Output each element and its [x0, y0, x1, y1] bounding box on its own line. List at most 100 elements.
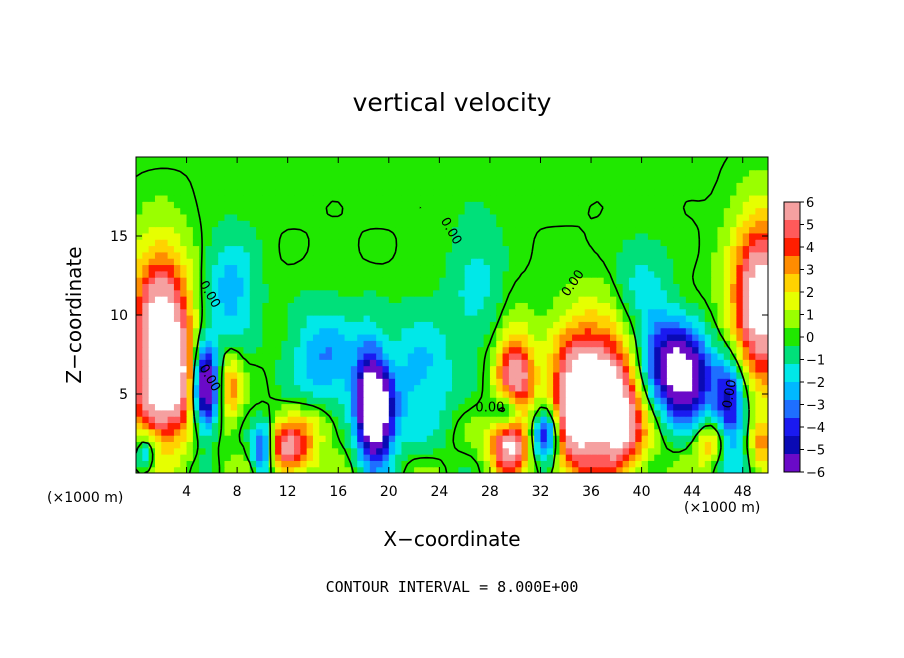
field-cell	[199, 371, 207, 379]
field-cell	[161, 447, 169, 455]
field-cell	[527, 460, 535, 468]
field-cell	[350, 182, 358, 190]
field-cell	[711, 327, 719, 335]
field-cell	[603, 390, 611, 398]
field-cell	[350, 409, 358, 417]
field-cell	[679, 321, 687, 329]
field-cell	[319, 403, 327, 411]
field-cell	[306, 308, 314, 316]
field-cell	[540, 194, 548, 202]
field-cell	[534, 409, 542, 417]
field-cell	[262, 454, 270, 461]
field-cell	[275, 277, 282, 284]
field-cell	[180, 226, 188, 234]
field-cell	[610, 302, 617, 310]
field-cell	[230, 194, 238, 202]
field-cell	[692, 327, 700, 335]
field-cell	[597, 359, 605, 367]
field-cell	[742, 308, 750, 316]
field-cell	[363, 365, 371, 373]
field-cell	[622, 194, 630, 202]
field-cell	[673, 422, 681, 430]
field-cell	[319, 466, 327, 473]
field-cell	[470, 352, 478, 360]
field-cell	[572, 428, 579, 436]
field-cell	[294, 175, 301, 183]
field-cell	[458, 441, 466, 449]
field-cell	[464, 245, 472, 253]
field-cell	[192, 371, 200, 379]
field-cell	[755, 340, 763, 348]
field-cell	[685, 258, 693, 266]
field-cell	[717, 416, 725, 424]
field-cell	[325, 315, 333, 322]
field-cell	[420, 207, 428, 215]
field-cell	[161, 232, 169, 240]
field-cell	[761, 239, 768, 247]
field-cell	[312, 213, 320, 221]
field-cell	[553, 258, 561, 266]
field-cell	[464, 365, 472, 373]
field-cell	[458, 447, 466, 455]
field-cell	[382, 466, 390, 473]
field-cell	[414, 403, 421, 411]
field-cell	[553, 245, 561, 253]
field-cell	[464, 182, 472, 190]
field-cell	[148, 371, 156, 379]
field-cell	[521, 315, 529, 322]
field-cell	[154, 397, 162, 405]
field-cell	[584, 333, 592, 341]
field-cell	[268, 207, 276, 215]
field-cell	[287, 308, 295, 316]
field-cell	[572, 201, 579, 209]
field-cell	[679, 226, 687, 234]
field-cell	[420, 384, 428, 392]
field-cell	[527, 258, 535, 266]
field-cell	[685, 239, 693, 247]
field-cell	[433, 226, 440, 234]
field-cell	[306, 315, 314, 322]
field-cell	[256, 163, 263, 171]
field-cell	[452, 277, 459, 284]
field-cell	[230, 333, 238, 341]
field-cell	[483, 283, 491, 291]
field-cell	[407, 327, 415, 335]
field-cell	[154, 346, 162, 354]
field-cell	[433, 390, 440, 398]
field-cell	[698, 416, 706, 424]
field-cell	[382, 435, 390, 442]
field-cell	[439, 428, 447, 436]
field-cell	[584, 321, 592, 329]
field-cell	[439, 283, 447, 291]
field-cell	[136, 428, 143, 436]
field-cell	[692, 416, 700, 424]
field-cell	[369, 226, 377, 234]
field-cell	[300, 296, 308, 303]
field-cell	[578, 466, 586, 473]
field-cell	[426, 207, 434, 215]
field-cell	[224, 239, 232, 247]
field-cell	[230, 378, 238, 386]
field-cell	[742, 289, 750, 297]
field-cell	[755, 327, 763, 335]
field-cell	[717, 220, 725, 228]
field-cell	[578, 157, 586, 164]
field-cell	[477, 365, 485, 373]
field-cell	[243, 296, 251, 303]
field-cell	[205, 258, 213, 266]
field-cell	[591, 270, 598, 278]
field-cell	[268, 169, 276, 177]
field-cell	[148, 175, 156, 183]
field-cell	[736, 264, 744, 272]
field-cell	[660, 441, 668, 449]
field-cell	[591, 397, 598, 405]
field-cell	[616, 321, 624, 329]
field-cell	[414, 454, 421, 461]
field-cell	[414, 397, 421, 405]
field-cell	[407, 333, 415, 341]
field-cell	[584, 327, 592, 335]
field-cell	[508, 169, 516, 177]
field-cell	[546, 157, 554, 164]
field-cell	[275, 466, 282, 473]
